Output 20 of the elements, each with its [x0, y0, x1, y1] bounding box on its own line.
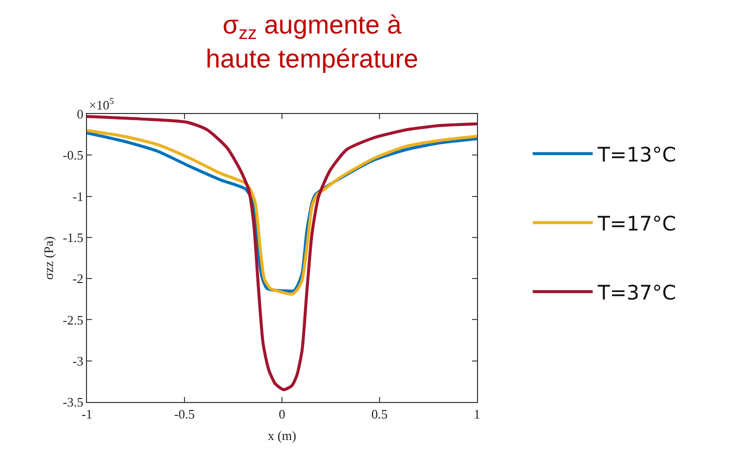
legend-label: T=17°C: [596, 211, 676, 236]
line-series: [87, 114, 477, 392]
y-tick-label: -0.5: [62, 148, 84, 163]
y-tick-label: -3.5: [62, 394, 84, 410]
x-tick-label: 1: [474, 406, 480, 422]
y-tick-label: -2: [72, 271, 84, 286]
y-tick-label: -2.5: [62, 312, 84, 328]
legend-label: T=13°C: [596, 142, 676, 166]
text: ×10$^{5}$: [89, 96, 114, 112]
x-tick-label: 0: [278, 406, 286, 422]
chart-title: σ$_{zz}$ augmente à haute température: [206, 10, 418, 74]
x-axis-title: x (m): [268, 428, 296, 444]
y-tick-label: -1.5: [62, 230, 84, 245]
y-tick-label: 0: [76, 106, 84, 122]
legend-label: T=37°C: [596, 280, 676, 304]
y-tick-label: -3: [72, 353, 84, 368]
x-tick-label: -0.5: [174, 406, 195, 422]
y-tick-label: -1: [72, 188, 84, 204]
y-axis-title: σzz (Pa): [40, 236, 56, 280]
x-tick-label: 0.5: [371, 406, 388, 422]
